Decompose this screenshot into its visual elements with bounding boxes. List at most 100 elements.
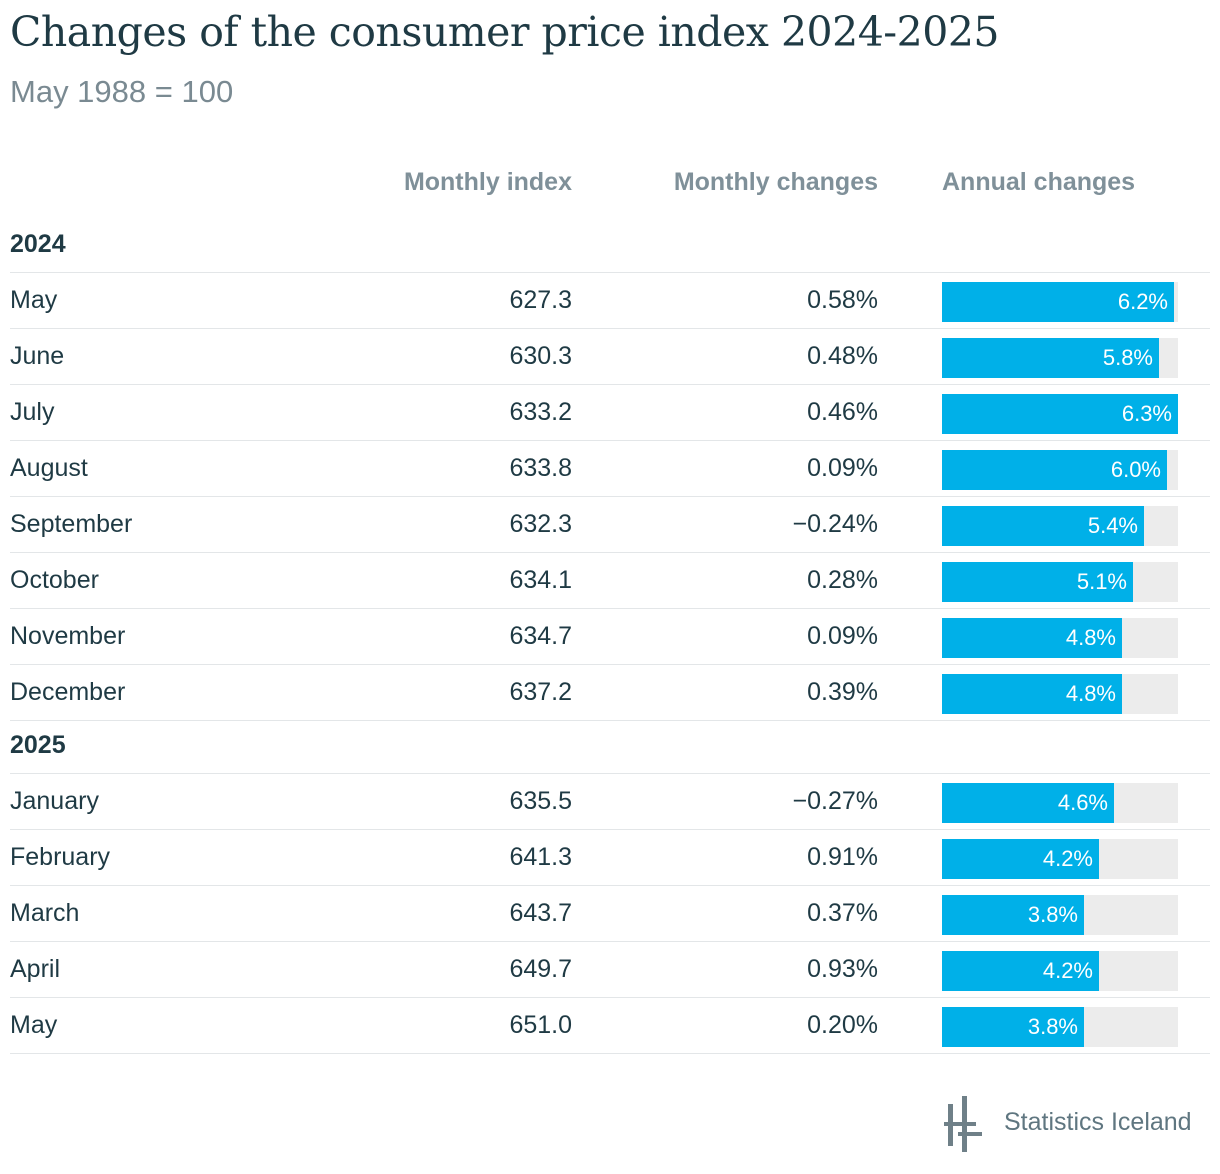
annual-change-bar-track: 3.8% [942, 895, 1178, 935]
month-label: June [10, 342, 65, 370]
annual-change-value: 4.6% [1057, 790, 1108, 815]
monthly-index-value: 633.2 [509, 398, 572, 426]
annual-change-bar-track: 4.6% [942, 783, 1178, 823]
table-row: March 643.7 0.37% 3.8% [10, 886, 1210, 942]
month-label: May [10, 1011, 58, 1039]
statistics-iceland-brand: Statistics Iceland [1004, 1108, 1192, 1136]
table-row: November 634.7 0.09% 4.8% [10, 609, 1210, 665]
month-label: March [10, 899, 80, 927]
month-label: April [10, 955, 61, 983]
monthly-change-value: 0.28% [807, 566, 878, 594]
annual-change-bar: 4.2% [942, 951, 1099, 991]
annual-change-bar: 6.0% [942, 450, 1167, 490]
year-group-row: 2025 [10, 721, 1210, 774]
annual-change-bar-track: 4.2% [942, 839, 1178, 879]
monthly-change-value: 0.46% [807, 398, 878, 426]
annual-change-bar-track: 4.2% [942, 951, 1178, 991]
monthly-index-value: 634.1 [509, 566, 572, 594]
annual-change-value: 6.0% [1110, 457, 1161, 482]
monthly-change-value: 0.09% [807, 454, 878, 482]
monthly-change-value: 0.58% [807, 286, 878, 314]
annual-change-bar: 5.4% [942, 506, 1144, 546]
month-label: February [10, 843, 111, 871]
table-row: July 633.2 0.46% 6.3% [10, 385, 1210, 441]
annual-change-bar: 4.8% [942, 618, 1122, 658]
annual-change-value: 4.2% [1042, 958, 1093, 983]
annual-change-bar-track: 6.0% [942, 450, 1178, 490]
annual-change-value: 4.8% [1065, 625, 1116, 650]
annual-change-bar-track: 4.8% [942, 674, 1178, 714]
annual-change-value: 4.8% [1065, 681, 1116, 706]
annual-change-bar: 5.1% [942, 562, 1133, 602]
monthly-index-value: 633.8 [509, 454, 572, 482]
annual-change-value: 3.8% [1027, 1014, 1078, 1039]
header-annual-changes: Annual changes [942, 168, 1136, 196]
monthly-index-value: 649.7 [509, 955, 572, 983]
table-row: February 641.3 0.91% 4.2% [10, 830, 1210, 886]
monthly-index-value: 634.7 [509, 622, 572, 650]
annual-change-bar-track: 3.8% [942, 1007, 1178, 1047]
month-label: May [10, 286, 58, 314]
month-label: October [10, 566, 99, 594]
monthly-index-value: 651.0 [509, 1011, 572, 1039]
monthly-index-value: 632.3 [509, 510, 572, 538]
table-row: September 632.3 −0.24% 5.4% [10, 497, 1210, 553]
annual-change-bar: 5.8% [942, 338, 1159, 378]
annual-change-value: 5.8% [1102, 345, 1153, 370]
annual-change-value: 6.2% [1117, 289, 1168, 314]
annual-change-value: 4.2% [1042, 846, 1093, 871]
monthly-index-value: 627.3 [509, 286, 572, 314]
table-row: December 637.2 0.39% 4.8% [10, 665, 1210, 721]
month-label: January [10, 787, 99, 815]
monthly-change-value: 0.39% [807, 678, 878, 706]
month-label: November [10, 622, 126, 650]
year-label: 2024 [10, 230, 66, 258]
annual-change-bar: 4.6% [942, 783, 1114, 823]
monthly-index-value: 641.3 [509, 843, 572, 871]
year-label: 2025 [10, 731, 66, 759]
annual-change-bar: 3.8% [942, 895, 1084, 935]
annual-change-bar: 6.3% [942, 394, 1178, 434]
annual-change-bar-track: 5.1% [942, 562, 1178, 602]
header-monthly-changes: Monthly changes [673, 168, 878, 196]
statistics-iceland-logo-icon [944, 1096, 982, 1152]
monthly-index-value: 643.7 [509, 899, 572, 927]
annual-change-bar-track: 4.8% [942, 618, 1178, 658]
annual-change-bar-track: 6.2% [942, 282, 1178, 322]
header-monthly-index: Monthly index [403, 168, 572, 196]
annual-change-value: 3.8% [1027, 902, 1078, 927]
chart-title: Changes of the consumer price index 2024… [10, 8, 1000, 56]
monthly-change-value: 0.91% [807, 843, 878, 871]
monthly-change-value: 0.20% [807, 1011, 878, 1039]
monthly-index-value: 630.3 [509, 342, 572, 370]
monthly-change-value: 0.37% [807, 899, 878, 927]
annual-change-bar-track: 5.8% [942, 338, 1178, 378]
month-label: August [10, 454, 88, 482]
annual-change-bar-track: 5.4% [942, 506, 1178, 546]
table-row: May 627.3 0.58% 6.2% [10, 273, 1210, 329]
year-group-row: 2024 [10, 220, 1210, 273]
month-label: September [10, 510, 133, 538]
monthly-change-value: 0.09% [807, 622, 878, 650]
annual-change-bar: 3.8% [942, 1007, 1084, 1047]
table-row: August 633.8 0.09% 6.0% [10, 441, 1210, 497]
chart-subtitle: May 1988 = 100 [10, 74, 234, 109]
annual-change-value: 6.3% [1121, 401, 1172, 426]
table-row: May 651.0 0.20% 3.8% [10, 998, 1210, 1054]
table-row: October 634.1 0.28% 5.1% [10, 553, 1210, 609]
annual-change-bar: 6.2% [942, 282, 1174, 322]
annual-change-value: 5.4% [1087, 513, 1138, 538]
annual-change-value: 5.1% [1076, 569, 1127, 594]
annual-change-bar-track: 6.3% [942, 394, 1178, 434]
cpi-table: 2024 May 627.3 0.58% 6.2% June 630.3 0.48% 5.8% J… [10, 220, 1210, 1054]
month-label: December [10, 678, 126, 706]
monthly-change-value: 0.48% [807, 342, 878, 370]
monthly-index-value: 635.5 [509, 787, 572, 815]
monthly-change-value: −0.27% [792, 787, 879, 815]
monthly-index-value: 637.2 [509, 678, 572, 706]
monthly-change-value: −0.24% [792, 510, 879, 538]
annual-change-bar: 4.2% [942, 839, 1099, 879]
table-row: January 635.5 −0.27% 4.6% [10, 774, 1210, 830]
month-label: July [10, 398, 55, 426]
monthly-change-value: 0.93% [807, 955, 878, 983]
